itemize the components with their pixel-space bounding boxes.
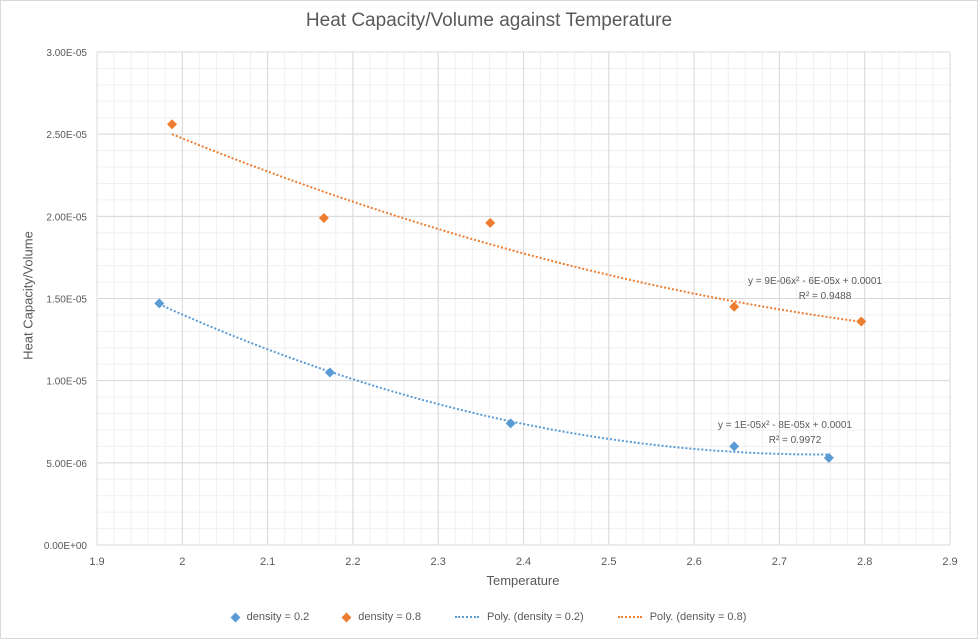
- data-point-marker: [823, 452, 834, 463]
- y-tick-label: 2.00E-05: [46, 212, 87, 223]
- data-point-marker: [505, 418, 516, 429]
- legend-item-density-0.2: density = 0.2: [230, 611, 310, 623]
- x-tick-label: 2.4: [516, 556, 531, 568]
- x-tick-label: 2.6: [686, 556, 701, 568]
- x-tick-label: 2.7: [772, 556, 787, 568]
- trendline-equation: y = 1E-05x² - 8E-05x + 0.0001: [718, 420, 852, 431]
- legend-label: Poly. (density = 0.2): [486, 611, 584, 623]
- x-axis-label: Temperature: [486, 573, 560, 588]
- x-tick-label: 1.9: [89, 556, 104, 568]
- legend-item-density-0.8: density = 0.8: [341, 611, 421, 623]
- legend-item-poly-0.2: Poly. (density = 0.2): [454, 611, 584, 623]
- legend: density = 0.2 density = 0.8 Poly. (densi…: [0, 611, 978, 623]
- y-tick-label: 5.00E-06: [46, 459, 87, 470]
- x-tick-label: 2: [179, 556, 185, 568]
- trendline-r-squared: R² = 0.9488: [799, 291, 852, 302]
- diamond-marker-icon: [230, 612, 241, 622]
- trendline-1: [171, 133, 862, 323]
- trendline-r-squared: R² = 0.9972: [769, 435, 822, 446]
- chart-title: Heat Capacity/Volume against Temperature: [305, 10, 673, 31]
- y-tick-label: 1.50E-05: [46, 295, 87, 306]
- y-tick-label: 1.00E-05: [46, 377, 87, 388]
- data-point-marker: [318, 212, 329, 223]
- legend-label: Poly. (density = 0.8): [649, 611, 747, 623]
- x-tick-label: 2.2: [345, 556, 360, 568]
- x-tick-label: 2.5: [601, 556, 616, 568]
- x-tick-label: 2.8: [857, 556, 872, 568]
- data-point-marker: [154, 298, 165, 309]
- dotted-line-icon: [454, 616, 479, 618]
- legend-item-poly-0.8: Poly. (density = 0.8): [617, 611, 747, 623]
- trendline-equation: y = 9E-06x² - 6E-05x + 0.0001: [748, 276, 882, 287]
- y-tick-label: 0.00E+00: [44, 541, 88, 552]
- x-tick-label: 2.9: [942, 556, 957, 568]
- data-point-marker: [324, 367, 335, 378]
- diamond-marker-icon: [341, 612, 352, 622]
- trendline-0: [158, 303, 829, 456]
- y-tick-label: 2.50E-05: [46, 130, 87, 141]
- x-tick-label: 2.3: [431, 556, 446, 568]
- data-point-marker: [167, 119, 178, 130]
- data-point-marker: [856, 316, 867, 327]
- data-point-marker: [485, 217, 496, 228]
- x-tick-label: 2.1: [260, 556, 275, 568]
- data-point-marker: [729, 301, 740, 312]
- data-point-marker: [729, 441, 740, 452]
- y-tick-label: 3.00E-05: [46, 48, 87, 59]
- legend-label: density = 0.8: [358, 611, 421, 623]
- legend-label: density = 0.2: [246, 611, 310, 623]
- dotted-line-icon: [617, 616, 642, 618]
